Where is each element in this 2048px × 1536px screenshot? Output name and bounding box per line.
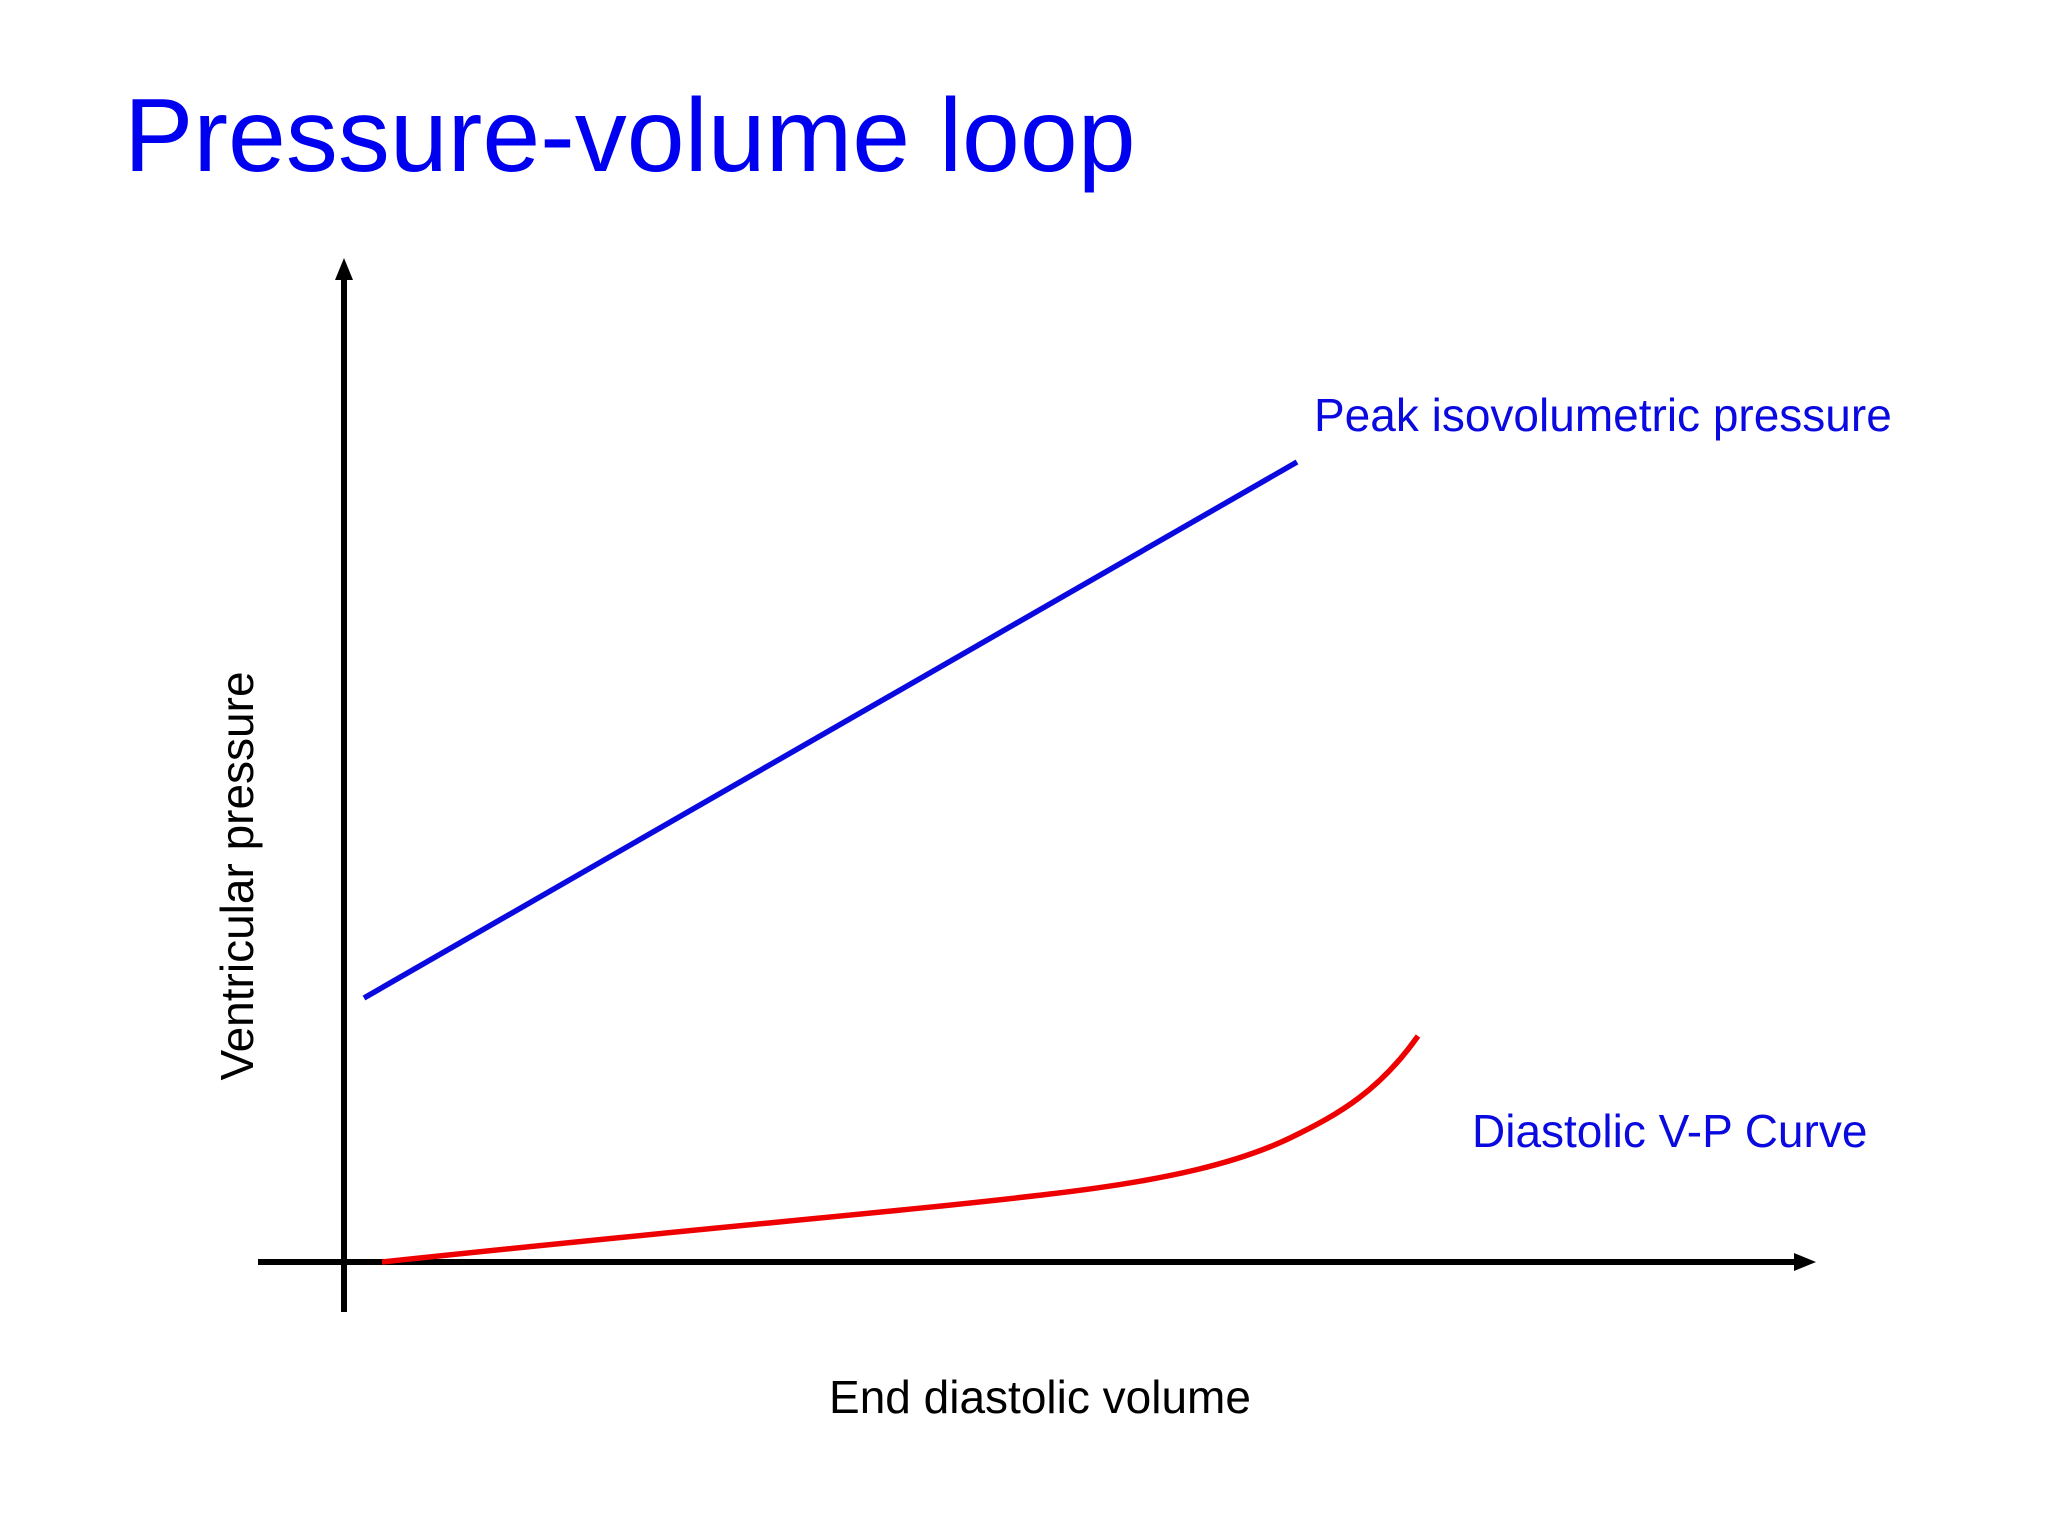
y-axis-arrowhead <box>335 258 353 280</box>
slide-title: Pressure-volume loop <box>124 78 1136 194</box>
peak-isovolumetric-pressure-label: Peak isovolumetric pressure <box>1314 389 1892 441</box>
diastolic-vp-curve <box>381 1034 1421 1265</box>
diastolic-vp-curve-label: Diastolic V-P Curve <box>1472 1105 1867 1157</box>
x-axis-label: End diastolic volume <box>829 1371 1251 1423</box>
y-axis-label: Ventricular pressure <box>211 671 263 1080</box>
x-axis-arrowhead <box>1794 1253 1816 1271</box>
peak-isovolumetric-pressure-line <box>362 459 1299 1001</box>
